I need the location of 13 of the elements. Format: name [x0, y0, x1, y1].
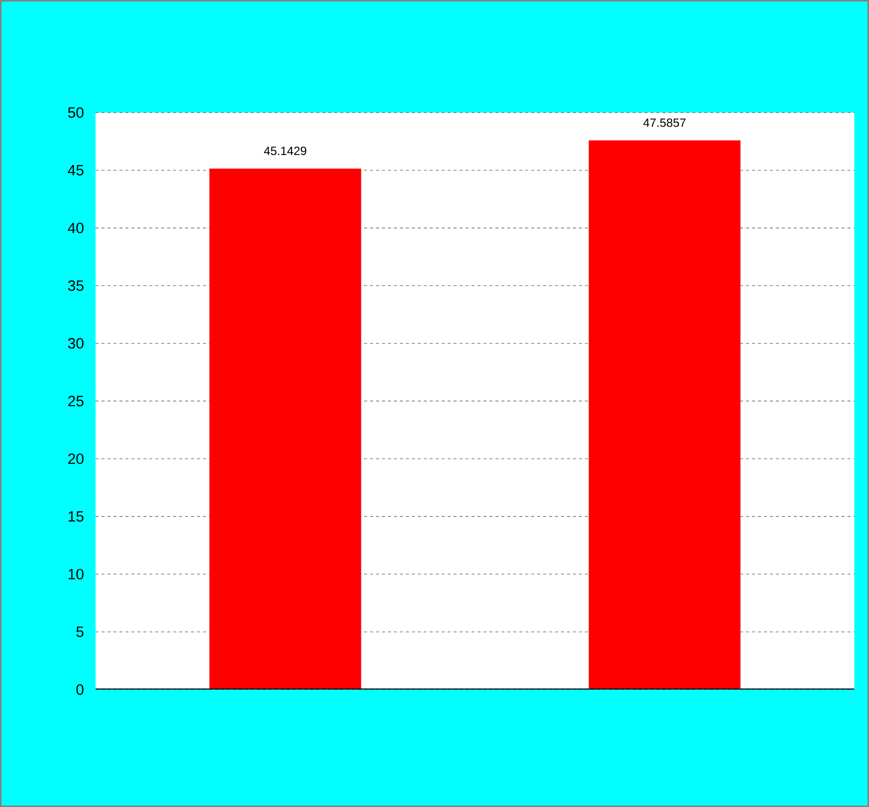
y-tick-label: 5: [76, 626, 84, 637]
data-label: 45.1429: [264, 146, 306, 156]
y-tick-label: 40: [68, 222, 84, 234]
y-tick-label: 50: [68, 107, 84, 118]
y-tick-label: 20: [68, 453, 84, 464]
y-tick-label: 15: [68, 511, 84, 522]
y-tick-label: 45: [68, 164, 84, 176]
y-tick-label: 25: [68, 396, 84, 406]
y-tick-label: 10: [68, 568, 84, 580]
y-tick-label: 0: [76, 684, 84, 695]
data-label: 47.5857: [643, 118, 686, 127]
y-tick-label: 30: [68, 338, 84, 349]
y-tick-label: 35: [68, 280, 84, 291]
